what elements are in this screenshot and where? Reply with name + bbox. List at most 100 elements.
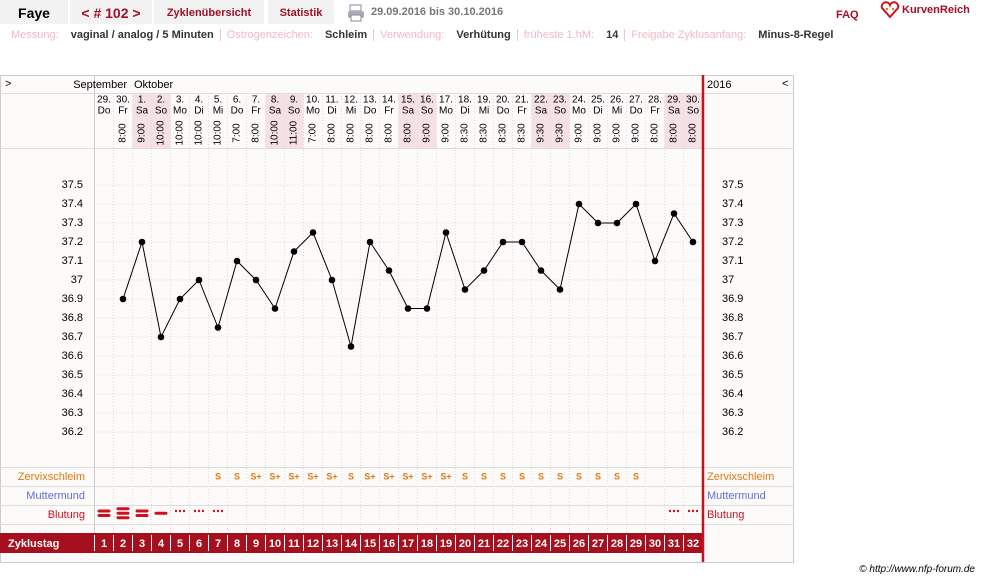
- temperature-point: [670, 210, 678, 217]
- cycle-day: 32: [687, 538, 699, 550]
- temperature-point: [556, 286, 564, 293]
- info-label: Östrogenzeichen:: [226, 29, 313, 41]
- weekend-shade: [265, 93, 285, 148]
- expand-left: >: [5, 78, 11, 90]
- day-label: 5.: [214, 95, 222, 106]
- user-name: Faye: [0, 0, 68, 24]
- cycle-day: 27: [592, 538, 604, 550]
- time-label: 10:00: [175, 120, 186, 145]
- bleeding-dot: [201, 509, 205, 513]
- cycle-day: 30: [649, 538, 661, 550]
- row-label: Blutung: [48, 509, 85, 521]
- cycle-day: 20: [459, 538, 471, 550]
- cycle-day: 12: [307, 538, 319, 550]
- mucus-mark: S: [500, 471, 506, 481]
- row-label: Zervixschleim: [707, 471, 774, 483]
- weekday-label: So: [687, 106, 700, 117]
- temperature-point: [594, 219, 602, 227]
- weekday-label: Fr: [118, 106, 128, 117]
- info-value: 14: [606, 29, 619, 41]
- temperature-point: [613, 219, 621, 227]
- time-label: 7:00: [308, 123, 319, 143]
- temperature-point: [157, 333, 165, 341]
- cycle-day: 16: [383, 538, 395, 550]
- mucus-mark: S+: [364, 471, 375, 481]
- cycle-day: 11: [288, 538, 300, 550]
- time-label: 10:00: [270, 120, 281, 145]
- mucus-mark: S: [557, 471, 563, 481]
- temperature-point: [347, 343, 355, 350]
- time-label: 8:30: [498, 123, 509, 143]
- y-tick-label: 37: [71, 274, 83, 286]
- time-label: 8:00: [327, 123, 338, 143]
- weekday-label: So: [554, 106, 567, 117]
- weekday-label: Do: [630, 106, 643, 117]
- time-label: 9:00: [137, 123, 148, 143]
- cycle-day: 18: [421, 538, 433, 550]
- temperature-point: [575, 200, 583, 208]
- bleeding-bar: [116, 516, 130, 520]
- row-label: Zervixschleim: [18, 471, 85, 483]
- mucus-mark: S+: [383, 471, 394, 481]
- mucus-mark: S: [348, 471, 354, 481]
- temperature-point: [423, 305, 431, 312]
- cycle-nav[interactable]: < # 102 >: [70, 0, 152, 24]
- bleeding-dot: [212, 509, 216, 513]
- nav-tab[interactable]: Zyklenübersicht: [154, 0, 264, 24]
- y-tick-label: 36.8: [62, 312, 83, 324]
- logo[interactable]: KurvenReich: [902, 4, 970, 16]
- weekday-label: Do: [497, 106, 510, 117]
- print-icon[interactable]: [347, 3, 367, 23]
- day-label: 3.: [176, 95, 184, 106]
- copyright: © http://www.nfp-forum.de: [859, 564, 975, 575]
- bleeding-mark: [135, 509, 149, 517]
- info-item: früheste 1.hM: 14: [516, 29, 625, 41]
- weekend-shade: [132, 93, 152, 148]
- cycle-day: 25: [554, 538, 566, 550]
- mucus-mark: S: [519, 471, 525, 481]
- weekday-label: So: [155, 106, 168, 117]
- day-label: 17.: [439, 95, 453, 106]
- cycle-day: 19: [440, 538, 452, 550]
- info-label: Verwendung:: [380, 29, 445, 41]
- nav-tab[interactable]: Statistik: [268, 0, 334, 24]
- info-item: Freigabe Zyklusanfang: Minus-8-Regel: [624, 29, 840, 41]
- y-tick-label: 37.1: [62, 255, 83, 267]
- mucus-mark: S+: [307, 471, 318, 481]
- time-label: 10:00: [194, 120, 205, 145]
- temperature-point: [442, 229, 450, 236]
- cycle-day: 26: [573, 538, 585, 550]
- day-label: 20.: [496, 95, 510, 106]
- faq-link[interactable]: FAQ: [836, 9, 859, 21]
- y-tick-label: 36.8: [722, 312, 743, 324]
- temperature-point: [119, 295, 127, 303]
- y-tick-label: 37.3: [62, 217, 83, 229]
- cycle-day: 5: [177, 538, 183, 550]
- temperature-point: [689, 238, 697, 246]
- logo-icon: [880, 1, 900, 19]
- day-label: 18.: [458, 95, 472, 106]
- bleeding-dot: [178, 509, 182, 513]
- time-label: 8:30: [479, 123, 490, 143]
- y-tick-label: 37.5: [722, 179, 743, 191]
- weekday-label: Di: [327, 106, 336, 117]
- bleeding-mark: [174, 509, 186, 513]
- cycle-day-band: [0, 533, 703, 553]
- mucus-mark: S: [576, 471, 582, 481]
- weekday-label: Sa: [402, 106, 415, 117]
- weekend-shade: [531, 93, 551, 148]
- y-tick-label: 36.6: [62, 350, 83, 362]
- time-label: 8:00: [650, 123, 661, 143]
- cycle-day: 7: [215, 538, 221, 550]
- cycle-day: 17: [402, 538, 414, 550]
- temperature-point: [518, 238, 526, 246]
- time-label: 8:00: [688, 123, 699, 143]
- date-range: 29.09.2016 bis 30.10.2016: [371, 6, 504, 18]
- weekday-label: So: [288, 106, 301, 117]
- time-label: 10:00: [156, 120, 167, 145]
- mucus-mark: S: [538, 471, 544, 481]
- mucus-mark: S: [481, 471, 487, 481]
- y-tick-label: 37.4: [722, 198, 743, 210]
- y-tick-label: 36.5: [62, 369, 83, 381]
